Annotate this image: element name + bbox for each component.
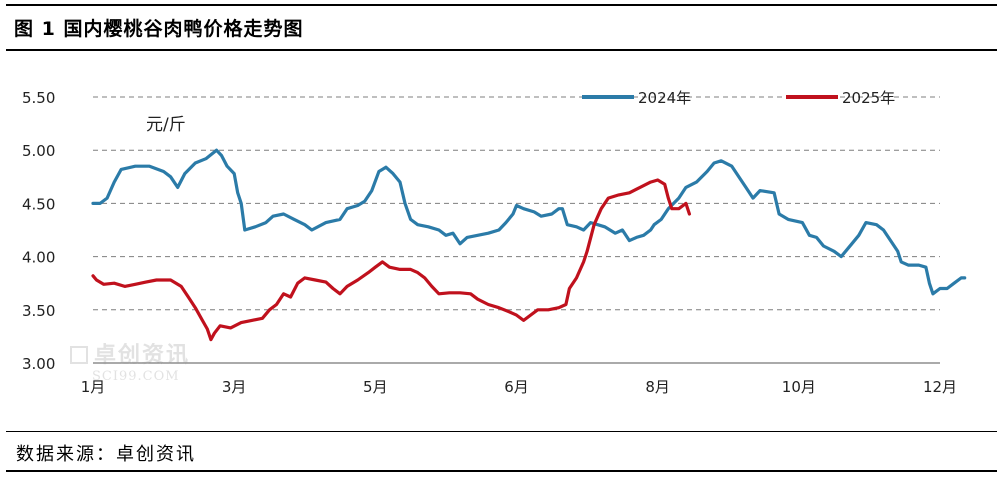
legend-label: 2025年 — [842, 89, 895, 107]
y-tick-label: 3.00 — [22, 355, 55, 373]
y-unit-label: 元/斤 — [146, 115, 186, 135]
x-tick-label: 6月 — [504, 378, 529, 396]
data-source: 数据来源：卓创资讯 — [16, 444, 196, 465]
watermark-site: SCI99.COM — [92, 369, 180, 384]
y-tick-label: 5.50 — [22, 89, 55, 107]
footer-divider — [6, 431, 997, 432]
x-tick-label: 3月 — [222, 378, 247, 396]
watermark-logo-icon — [70, 346, 88, 364]
legend-label: 2024年 — [638, 89, 691, 107]
y-tick-label: 4.50 — [22, 195, 55, 213]
bottom-border — [6, 470, 997, 472]
top-border — [6, 4, 997, 6]
x-tick-label: 5月 — [363, 378, 388, 396]
x-tick-label: 8月 — [645, 378, 670, 396]
y-tick-label: 5.00 — [22, 142, 55, 160]
price-line-chart: 5.50 5.00 4.50 4.00 3.50 3.00 1月 3月 5月 6月 8月 10月 12月… — [22, 89, 967, 396]
title-divider — [6, 49, 997, 51]
series-line-0 — [91, 148, 967, 296]
watermark-name: 卓创资讯 — [94, 343, 191, 368]
watermark: 卓创资讯 SCI99.COM — [70, 337, 190, 384]
y-tick-label: 3.50 — [22, 302, 55, 320]
x-tick-label: 10月 — [782, 378, 816, 396]
y-tick-label: 4.00 — [22, 249, 55, 267]
x-tick-label: 12月 — [923, 378, 957, 396]
series-line-1 — [91, 178, 691, 342]
figure-title: 图 1 国内樱桃谷肉鸭价格走势图 — [14, 18, 304, 40]
x-tick-label: 1月 — [81, 378, 106, 396]
